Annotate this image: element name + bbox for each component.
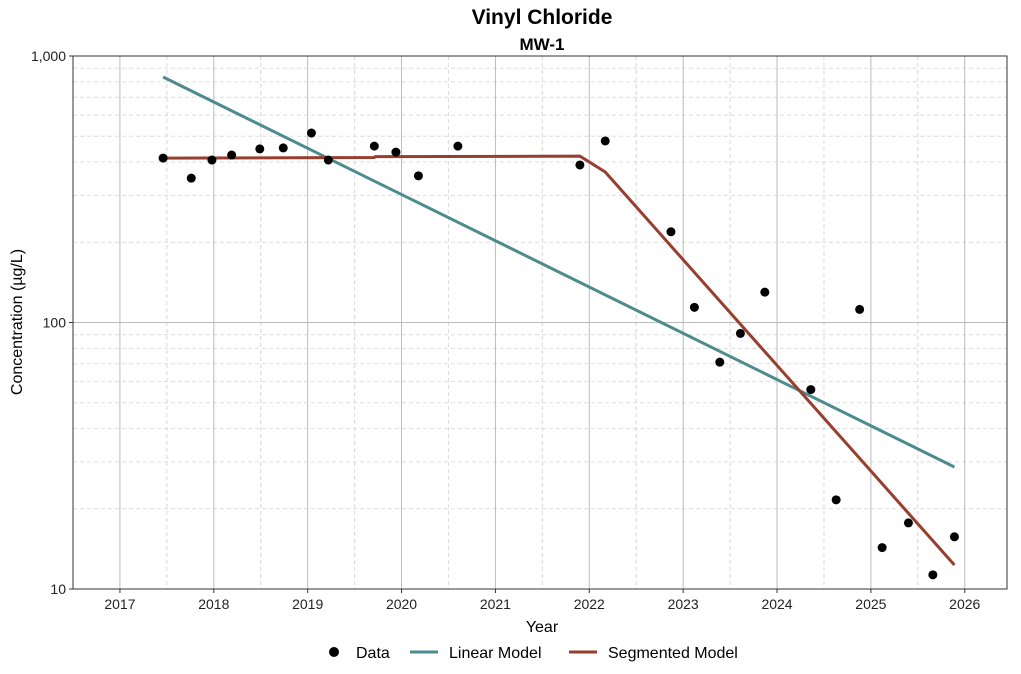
y-tick-label: 10	[50, 581, 66, 597]
linear-model-line	[162, 75, 956, 469]
data-point	[227, 150, 237, 160]
data-point	[391, 147, 401, 157]
data-point	[207, 155, 217, 165]
segmented-model-line	[163, 154, 956, 567]
x-tick-label: 2018	[198, 596, 229, 612]
x-tick-label: 2026	[949, 596, 980, 612]
legend-data-marker	[329, 647, 339, 657]
x-axis-label: Year	[526, 619, 559, 636]
legend-linear-label: Linear Model	[449, 645, 542, 662]
data-point	[877, 543, 887, 553]
data-point	[278, 143, 288, 153]
data-point	[323, 155, 333, 165]
legend: Data Linear Model Segmented Model	[329, 645, 738, 662]
x-tick-label: 2019	[292, 596, 323, 612]
data-point	[369, 141, 379, 151]
data-point	[831, 495, 841, 505]
data-point	[760, 287, 770, 297]
y-axis-label: Concentration (µg/L)	[9, 249, 26, 395]
x-tick-label: 2022	[574, 596, 605, 612]
data-point	[903, 518, 913, 528]
data-point	[306, 128, 316, 138]
data-point	[928, 570, 938, 580]
legend-segmented-label: Segmented Model	[608, 645, 738, 662]
x-tick-label: 2023	[668, 596, 699, 612]
data-point	[689, 302, 699, 312]
data-point	[575, 160, 585, 170]
data-point	[453, 141, 463, 151]
y-tick-label: 100	[43, 315, 67, 331]
chart-title: Vinyl Chloride	[472, 6, 613, 29]
data-point	[666, 227, 676, 237]
data-point	[806, 385, 816, 395]
chart-subtitle: MW-1	[520, 35, 565, 54]
data-point	[600, 136, 610, 146]
data-point	[735, 328, 745, 338]
x-tick-label: 2017	[104, 596, 135, 612]
data-point	[855, 304, 865, 314]
legend-data-label: Data	[356, 645, 390, 662]
data-point	[186, 173, 196, 183]
x-tick-label: 2024	[761, 596, 792, 612]
x-tick-label: 2020	[386, 596, 417, 612]
x-tick-label: 2025	[855, 596, 886, 612]
data-point	[715, 357, 725, 367]
data-point	[949, 532, 959, 542]
data-point	[158, 153, 168, 163]
x-tick-label: 2021	[480, 596, 511, 612]
y-tick-label: 1,000	[31, 48, 66, 64]
data-point	[413, 171, 423, 181]
data-point	[255, 144, 265, 154]
